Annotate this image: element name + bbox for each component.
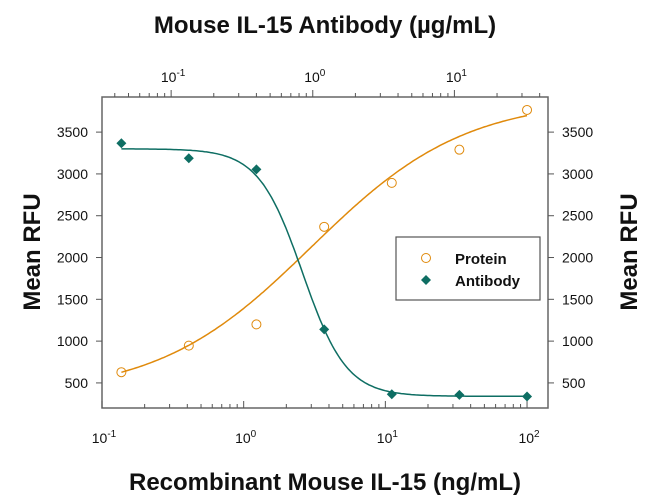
x-tick-label: 10-1 [92, 429, 117, 446]
data-point-protein [319, 221, 330, 232]
y-tick-label-left: 3000 [57, 166, 88, 182]
y-tick-label-left: 1500 [57, 291, 88, 307]
data-point-antibody [386, 389, 397, 400]
top-x-tick-label: 101 [446, 68, 468, 85]
data-point-protein [183, 340, 194, 351]
y-tick-label-left: 500 [65, 375, 89, 391]
data-point-protein [522, 104, 533, 115]
legend-box [395, 236, 541, 301]
y-tick-label-right: 500 [562, 375, 586, 391]
y-tick-label-left: 2000 [57, 250, 88, 266]
data-point-protein [454, 144, 465, 155]
y-tick-label-right: 1500 [562, 291, 593, 307]
fit-curve-protein [121, 114, 528, 374]
top-x-tick-label: 10-1 [161, 68, 186, 85]
top-x-tick-label: 100 [304, 68, 326, 85]
y-axis-title-left: Mean RFU [19, 193, 46, 310]
y-axis-title-right: Mean RFU [616, 193, 643, 310]
legend-protein-label: Protein [455, 251, 507, 268]
data-point-antibody [251, 164, 262, 175]
data-point-antibody [116, 138, 127, 149]
y-tick-label-left: 2500 [57, 208, 88, 224]
legend-protein-marker [421, 253, 431, 263]
x-axis-title: Recombinant Mouse IL-15 (ng/mL) [129, 469, 521, 496]
x-tick-label: 101 [377, 429, 399, 446]
x-tick-label: 102 [518, 429, 540, 446]
top-axis-title: Mouse IL-15 Antibody (µg/mL) [154, 12, 496, 39]
data-point-antibody [183, 153, 194, 164]
y-tick-label-right: 2000 [562, 250, 593, 266]
legend-antibody-marker [421, 275, 431, 285]
data-point-protein [116, 367, 127, 378]
y-tick-label-right: 3500 [562, 124, 593, 140]
data-point-antibody [522, 391, 533, 402]
y-tick-label-left: 3500 [57, 124, 88, 140]
legend: Protein Antibody [395, 236, 541, 301]
data-point-protein [386, 177, 397, 188]
legend-antibody-label: Antibody [455, 273, 521, 290]
x-tick-label: 100 [235, 429, 257, 446]
y-tick-label-right: 2500 [562, 208, 593, 224]
plot-frame [101, 96, 549, 409]
data-point-antibody [319, 324, 330, 335]
y-tick-label-left: 1000 [57, 333, 88, 349]
data-point-protein [251, 319, 262, 330]
y-tick-label-right: 3000 [562, 166, 593, 182]
y-tick-label-right: 1000 [562, 333, 593, 349]
data-point-antibody [454, 389, 465, 400]
